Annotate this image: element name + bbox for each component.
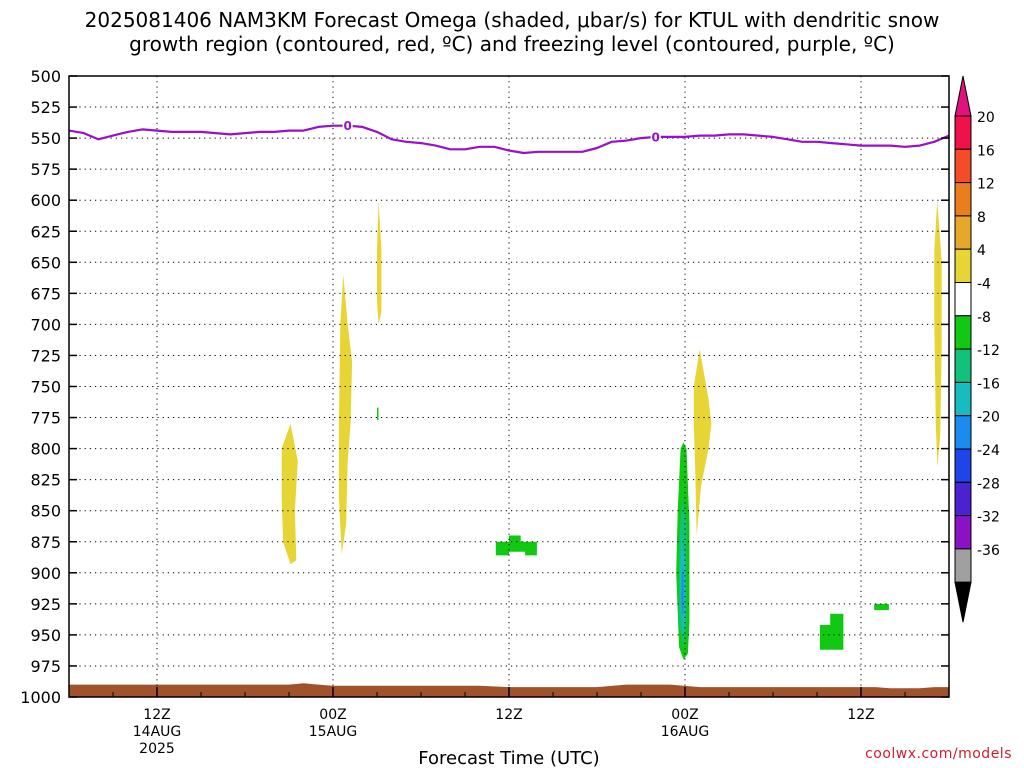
colorbar-label-0: 20 [977, 110, 995, 126]
freezing-label-bg-0 [342, 118, 353, 133]
y-tick-label-5: 625 [30, 222, 61, 241]
x-tick-label-0-2: 2025 [139, 741, 175, 757]
y-tick-label-1: 525 [30, 98, 61, 117]
y-axis: 500 525 550 575 600 625 650 675 700 725 750 775 800 8… [20, 67, 949, 707]
colorbar-label-7: -12 [977, 343, 1000, 359]
x-tick-label-3-1: 16AUG [661, 724, 710, 740]
omega-region-1 [338, 274, 353, 555]
colorbar: 20 16 12 8 4 -4 -8 -12 -16 -20 -24 -28 -32 -36 [954, 75, 1000, 623]
x-tick-label-1-1: 15AUG [309, 724, 358, 740]
x-tick-label-3-0: 00Z [671, 707, 698, 723]
colorbar-label-10: -24 [977, 443, 1000, 459]
omega-shading [281, 200, 942, 660]
colorbar-segment-6 [954, 315, 972, 350]
colorbar-segment-9 [954, 415, 972, 450]
omega-region-9 [874, 603, 889, 611]
colorbar-segment-1 [954, 148, 972, 184]
y-tick-label-13: 825 [30, 471, 61, 490]
omega-region-8 [819, 613, 844, 650]
colorbar-segment-2 [954, 182, 972, 217]
colorbar-label-2: 12 [977, 177, 995, 193]
colorbar-label-13: -36 [977, 543, 1000, 559]
colorbar-segment-11 [954, 481, 972, 517]
y-tick-label-6: 650 [30, 253, 61, 272]
x-tick-label-1-0: 00Z [319, 707, 346, 723]
colorbar-top-cap [954, 75, 972, 117]
colorbar-label-4: 4 [977, 243, 986, 259]
omega-region-6 [495, 535, 537, 556]
colorbar-label-5: -4 [977, 277, 991, 293]
y-tick-label-20: 1000 [20, 688, 61, 707]
y-tick-label-15: 875 [30, 533, 61, 552]
colorbar-label-12: -32 [977, 510, 1000, 526]
freezing-level-label-0: 0 [343, 119, 351, 133]
plot-frame [68, 75, 950, 698]
y-tick-label-2: 550 [30, 129, 61, 148]
y-tick-label-16: 900 [30, 564, 61, 583]
y-tick-label-11: 775 [30, 409, 61, 428]
colorbar-segment-7 [954, 348, 972, 383]
colorbar-bottom-cap [954, 581, 972, 623]
y-tick-label-8: 700 [30, 315, 61, 334]
colorbar-segment-8 [954, 381, 972, 417]
y-tick-label-10: 750 [30, 378, 61, 397]
colorbar-label-6: -8 [977, 310, 991, 326]
y-tick-label-14: 850 [30, 502, 61, 521]
grid-lines [69, 76, 949, 697]
colorbar-label-11: -28 [977, 476, 1000, 492]
colorbar-segment-13 [954, 548, 972, 583]
freezing-label-bg-1 [650, 129, 661, 144]
colorbar-label-1: 16 [977, 143, 995, 159]
y-tick-label-4: 600 [30, 191, 61, 210]
colorbar-segment-5 [954, 282, 972, 317]
y-tick-label-19: 975 [30, 657, 61, 676]
colorbar-label-9: -20 [977, 410, 1000, 426]
freezing-level-layer: 00 [68, 118, 950, 155]
freezing-level-line [68, 124, 950, 155]
colorbar-label-8: -16 [977, 376, 1000, 392]
x-tick-label-4-0: 12Z [847, 707, 874, 723]
colorbar-segment-0 [954, 115, 972, 150]
omega-region-5 [377, 407, 379, 420]
source-credit: coolwx.com/models [865, 746, 1012, 762]
y-tick-label-7: 675 [30, 284, 61, 303]
colorbar-segment-4 [954, 248, 972, 283]
chart-title-line-2: growth region (contoured, red, ºC) and f… [129, 32, 895, 56]
omega-region-3 [693, 349, 712, 536]
freezing-level-label-1: 0 [651, 130, 659, 144]
x-tick-label-0-1: 14AUG [133, 724, 182, 740]
y-tick-label-3: 575 [30, 160, 61, 179]
y-tick-label-12: 800 [30, 440, 61, 459]
omega-region-2 [377, 200, 382, 325]
colorbar-segment-12 [954, 515, 972, 550]
y-tick-label-17: 925 [30, 595, 61, 614]
y-tick-label-9: 725 [30, 346, 61, 365]
x-tick-label-0-0: 12Z [143, 707, 170, 723]
x-axis-label: Forecast Time (UTC) [418, 748, 599, 768]
y-tick-label-18: 950 [30, 626, 61, 645]
omega-region-0 [281, 423, 298, 565]
colorbar-segment-10 [954, 448, 972, 483]
colorbar-label-3: 8 [977, 210, 986, 226]
colorbar-segment-3 [954, 215, 972, 250]
chart-title-line-1: 2025081406 NAM3KM Forecast Omega (shaded… [84, 8, 940, 32]
omega-region-4 [934, 200, 942, 468]
y-tick-label-0: 500 [30, 67, 61, 86]
x-tick-label-2-0: 12Z [495, 707, 522, 723]
